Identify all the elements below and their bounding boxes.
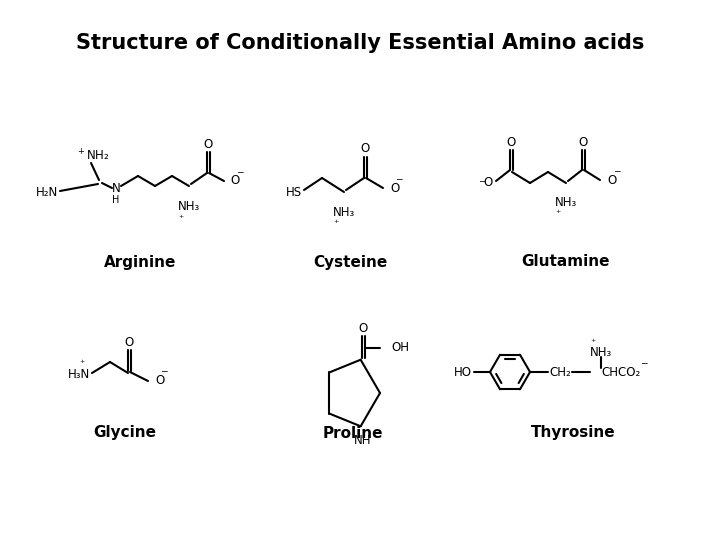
Text: Thyrosine: Thyrosine	[531, 426, 616, 441]
Text: O: O	[230, 174, 239, 187]
Text: O: O	[484, 177, 493, 190]
Text: $^+$: $^+$	[332, 219, 340, 227]
Text: NH₃: NH₃	[590, 346, 612, 359]
Text: Glycine: Glycine	[94, 426, 156, 441]
Text: NH₃: NH₃	[555, 197, 577, 210]
Text: O: O	[203, 138, 212, 152]
Text: NH₃: NH₃	[178, 200, 200, 213]
Text: H₂N: H₂N	[36, 186, 58, 199]
Text: O: O	[607, 173, 616, 186]
Text: HO: HO	[454, 366, 472, 379]
Text: O: O	[361, 143, 369, 156]
Text: Proline: Proline	[323, 426, 383, 441]
Text: H₃N: H₃N	[68, 368, 90, 381]
Text: $^+$NH₂: $^+$NH₂	[76, 148, 110, 164]
Text: O: O	[390, 181, 400, 194]
Text: CH₂: CH₂	[549, 366, 571, 379]
Text: OH: OH	[392, 341, 410, 354]
Text: O: O	[506, 137, 516, 150]
Text: −: −	[613, 166, 621, 176]
Text: −: −	[236, 167, 244, 177]
Text: −: −	[640, 359, 648, 368]
Text: HS: HS	[286, 186, 302, 199]
Text: Arginine: Arginine	[104, 254, 176, 269]
Text: O: O	[578, 137, 588, 150]
Text: H: H	[112, 195, 120, 205]
Text: N: N	[112, 181, 120, 194]
Text: −: −	[479, 177, 486, 186]
Text: Glutamine: Glutamine	[521, 254, 609, 269]
Text: O: O	[358, 322, 367, 335]
Text: $^+$: $^+$	[78, 359, 86, 368]
Text: NH₃: NH₃	[333, 206, 355, 219]
Text: −: −	[161, 367, 168, 375]
Text: Structure of Conditionally Essential Amino acids: Structure of Conditionally Essential Ami…	[76, 33, 644, 53]
Text: −: −	[395, 174, 402, 184]
Text: $^+$: $^+$	[589, 338, 597, 347]
Text: Cysteine: Cysteine	[313, 254, 387, 269]
Text: CHCO₂: CHCO₂	[601, 366, 640, 379]
Text: O: O	[125, 336, 134, 349]
Text: NH: NH	[354, 434, 372, 447]
Text: $^+$: $^+$	[554, 208, 562, 218]
Text: O: O	[155, 375, 164, 388]
Text: $^+$: $^+$	[177, 213, 185, 222]
